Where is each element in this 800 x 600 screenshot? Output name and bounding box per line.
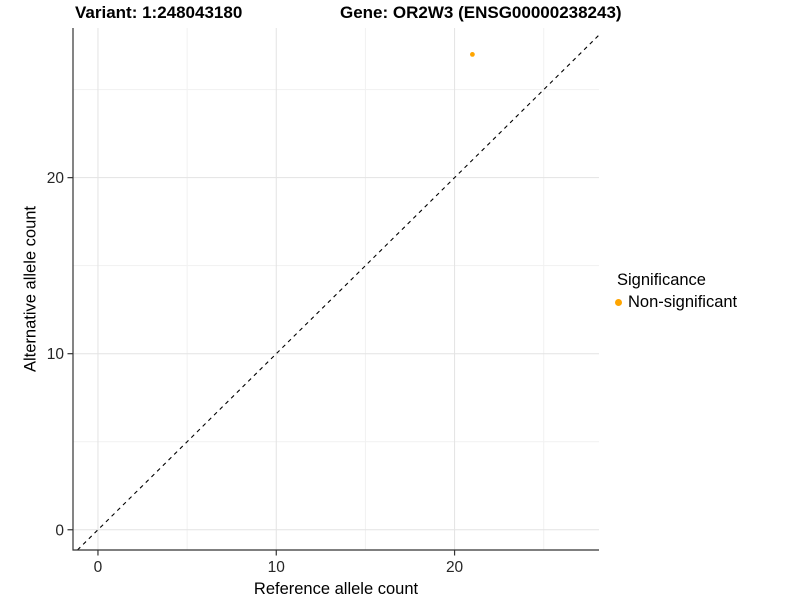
- data-point: [470, 52, 475, 57]
- identity-line: [77, 34, 600, 551]
- y-tick-label: 10: [47, 346, 65, 363]
- y-tick-label: 0: [55, 522, 64, 539]
- x-tick-label: 0: [94, 559, 103, 576]
- legend-item: Non-significant: [615, 293, 737, 312]
- gene-title: Gene: OR2W3 (ENSG00000238243): [340, 3, 622, 22]
- x-tick-label: 10: [268, 559, 286, 576]
- legend: Significance Non-significant: [615, 271, 737, 312]
- x-axis-title: Reference allele count: [253, 580, 419, 598]
- legend-point-icon: [615, 299, 622, 306]
- x-tick-label: 20: [446, 559, 464, 576]
- legend-title: Significance: [617, 271, 706, 289]
- variant-title: Variant: 1:248043180: [75, 3, 243, 22]
- y-tick-label: 20: [47, 170, 65, 187]
- y-axis-title: Alternative allele count: [21, 205, 40, 373]
- legend-item-label: Non-significant: [628, 293, 738, 311]
